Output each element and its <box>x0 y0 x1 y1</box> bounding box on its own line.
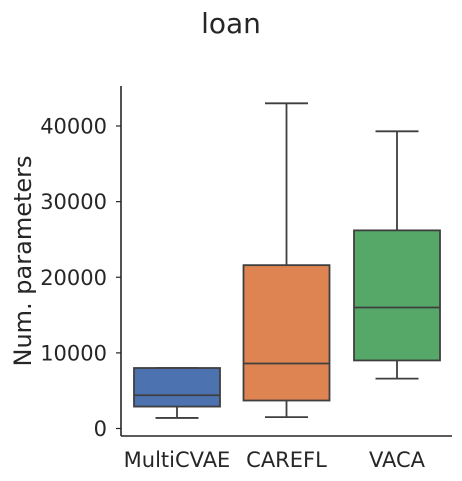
plot-area <box>133 102 441 419</box>
y-tick-label: 40000 <box>40 115 107 139</box>
x-tick-label: VACA <box>369 448 426 472</box>
x-tick-label: MultiCVAE <box>124 448 231 472</box>
y-axis-label: Num. parameters <box>9 155 37 366</box>
box-multicvae <box>133 367 221 419</box>
y-tick-label: 10000 <box>40 341 107 365</box>
box-carefl <box>242 102 331 419</box>
y-axis: 0 10000 20000 30000 40000 <box>40 86 122 441</box>
x-tick-label: CAREFL <box>246 448 327 472</box>
x-axis: MultiCVAE CAREFL VACA <box>121 435 452 472</box>
iqr-box <box>133 367 221 408</box>
chart-title: loan <box>201 7 261 40</box>
iqr-box <box>242 264 331 402</box>
y-tick-label: 30000 <box>40 190 107 214</box>
y-tick-label: 0 <box>94 417 107 441</box>
box-vaca <box>353 130 441 380</box>
y-tick-label: 20000 <box>40 266 107 290</box>
iqr-box <box>353 229 441 362</box>
